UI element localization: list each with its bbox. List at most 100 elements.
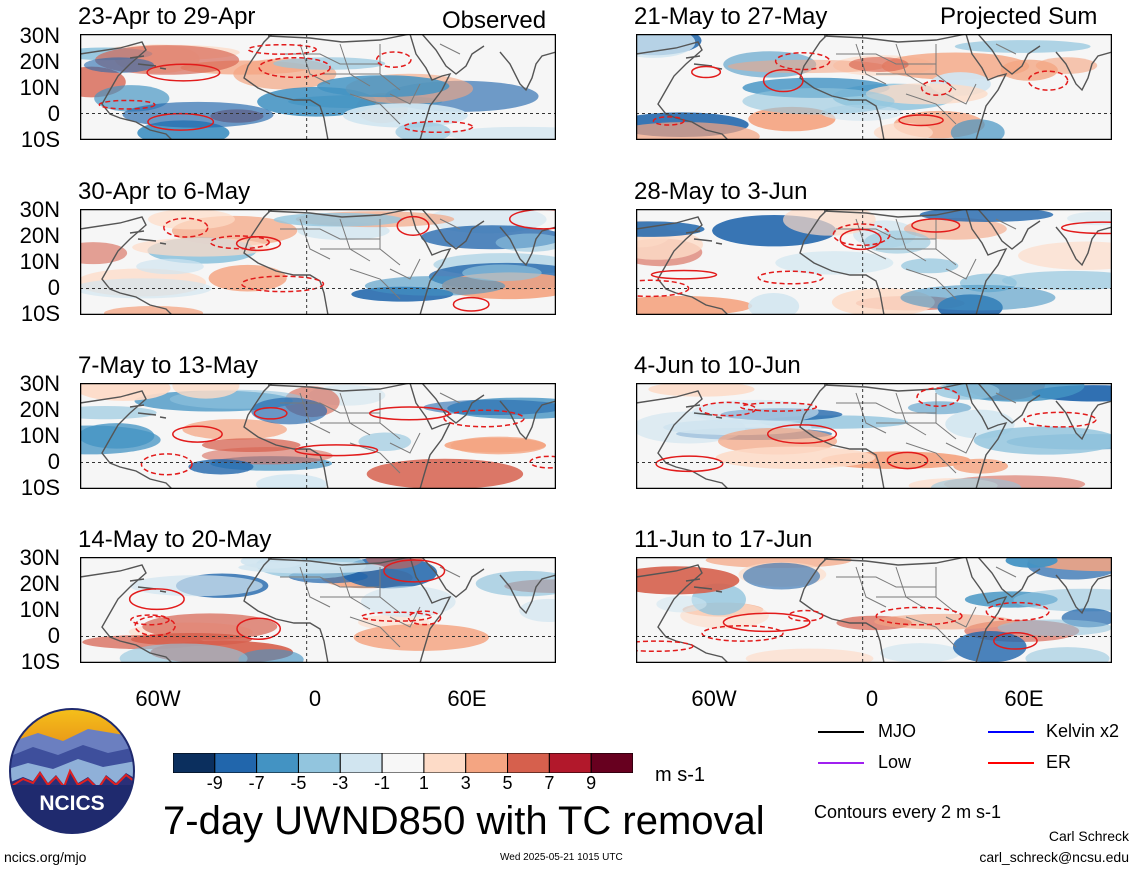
panel-title-right-1: 21-May to 27-May	[634, 3, 828, 30]
country-border	[905, 616, 957, 648]
wind-anomaly-shading	[656, 595, 707, 613]
coastline	[409, 34, 452, 140]
coastline	[243, 557, 329, 663]
wind-anomaly-shading	[445, 126, 556, 140]
colorbar-tick-label: -5	[290, 773, 307, 793]
wind-anomaly-shading	[364, 276, 506, 296]
colorbar-swatch	[548, 752, 592, 774]
er-contour	[699, 401, 757, 417]
colorbar-units: m s-1	[655, 764, 705, 786]
colorbar-swatch	[465, 752, 509, 774]
country-border	[945, 258, 977, 280]
wind-anomaly-shading	[132, 237, 269, 257]
coastline	[80, 564, 173, 663]
observed-map-panel-2	[80, 209, 556, 315]
country-border	[389, 83, 421, 105]
panel-title-left-3: 7-May to 13-May	[78, 352, 259, 379]
mjo-legend-line	[818, 731, 864, 733]
wind-anomaly-shading	[745, 648, 874, 663]
wind-anomaly-shading	[201, 438, 301, 452]
wind-anomaly-shading	[648, 383, 755, 397]
colorbar-tick-label: -1	[374, 773, 391, 793]
wind-anomaly-shading	[952, 630, 1027, 663]
er-legend-label: ER	[1046, 752, 1072, 772]
lat-label-30n: 30N	[19, 197, 60, 222]
lat-label-eq: 0	[47, 275, 60, 300]
country-border	[855, 43, 887, 85]
coastline	[823, 383, 967, 392]
er-contour	[766, 424, 838, 444]
er-contour	[452, 296, 490, 312]
map-frame	[80, 34, 556, 140]
er-contour	[911, 218, 961, 233]
country-border	[995, 392, 1017, 404]
wind-anomaly-shading	[727, 59, 886, 74]
wind-anomaly-shading	[444, 438, 547, 453]
colorbar-tick-label: 1	[418, 773, 429, 793]
observed-map-panel-4	[80, 557, 556, 663]
country-border	[439, 218, 461, 230]
wind-anomaly-shading	[973, 426, 1112, 455]
map-frame	[80, 383, 556, 489]
wind-anomaly-shading	[129, 575, 263, 597]
country-border	[280, 576, 380, 588]
country-border	[299, 392, 331, 434]
colorbar-swatches	[172, 752, 634, 774]
colorbar-tick-label: -7	[248, 773, 265, 793]
contour-interval-note: Contours every 2 m s-1	[814, 802, 1002, 822]
wind-anomaly-shading	[519, 598, 556, 623]
er-contour	[253, 406, 288, 420]
kelvin-legend-label: Kelvin x2	[1046, 721, 1120, 741]
coastline	[965, 383, 1008, 489]
colorbar-tick-label: 7	[544, 773, 555, 793]
lat-label-30n: 30N	[19, 23, 60, 48]
er-contour	[655, 455, 724, 473]
map-frame	[636, 34, 1112, 140]
coastline	[421, 383, 485, 424]
wind-anomaly-shading	[1013, 588, 1112, 612]
footer-timestamp: Wed 2025-05-21 1015 UTC	[500, 852, 623, 863]
er-contour	[383, 559, 446, 583]
lat-label-20n: 20N	[19, 223, 60, 248]
ncics-logo: NCICS	[8, 707, 136, 835]
er-contour	[209, 235, 270, 250]
coastline	[977, 34, 1041, 75]
wind-anomaly-shading	[317, 75, 450, 98]
mjo-legend-label: MJO	[878, 721, 916, 741]
country-border	[836, 402, 936, 414]
lat-label-30n: 30N	[19, 545, 60, 570]
er-contour	[636, 640, 694, 653]
er-contour	[147, 112, 215, 131]
panel-title-right-4: 11-Jun to 17-Jun	[634, 526, 813, 553]
kelvin-legend-line	[988, 731, 1034, 733]
country-border	[945, 606, 977, 628]
colorbar-tick-label: 9	[586, 773, 597, 793]
er-contour	[839, 228, 882, 251]
wind-anomaly-shading	[1000, 59, 1058, 81]
lon-label-60e-left: 60E	[447, 686, 487, 711]
coastline	[243, 209, 329, 315]
observed-map-panel-1	[80, 34, 556, 140]
coastline	[977, 557, 1041, 598]
country-border	[836, 53, 936, 65]
coastline	[421, 557, 485, 598]
lat-label-30n: 30N	[19, 371, 60, 396]
wind-anomaly-shading	[900, 284, 1056, 311]
colorbar	[172, 752, 634, 778]
er-contour	[407, 610, 442, 626]
colorbar-swatch	[381, 752, 425, 774]
wind-anomaly-shading	[80, 425, 161, 455]
coastline	[977, 209, 1041, 250]
wind-anomaly-shading	[930, 478, 1022, 489]
country-border	[855, 566, 887, 608]
panel-title-right-2: 28-May to 3-Jun	[634, 178, 808, 205]
country-border	[299, 218, 331, 260]
lon-label-60w-right: 60W	[691, 686, 737, 711]
er-contour	[294, 444, 379, 457]
country-border	[995, 43, 1017, 55]
wind-anomaly-shading	[256, 474, 327, 489]
wind-anomaly-shading	[873, 122, 933, 140]
er-contour	[740, 402, 818, 412]
er-contour	[787, 609, 824, 622]
er-contour	[360, 611, 432, 622]
